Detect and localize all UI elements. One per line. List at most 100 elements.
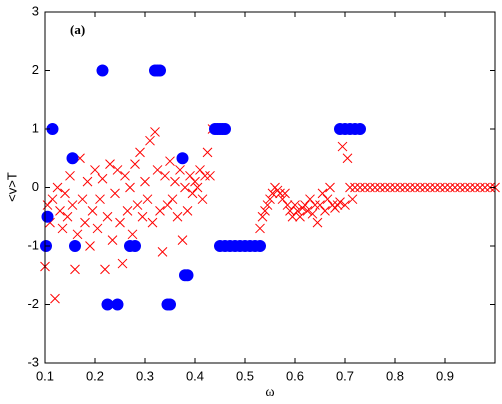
scatter-point (295, 211, 305, 222)
scatter-point (180, 182, 190, 193)
scatter-point (390, 182, 400, 193)
scatter-point (435, 182, 445, 193)
scatter-point (150, 127, 160, 137)
y-tick-label: -3 (27, 354, 39, 369)
scatter-point (187, 188, 198, 199)
scatter-point (170, 176, 180, 187)
scatter-point (120, 170, 130, 181)
scatter-point (185, 170, 195, 181)
scatter-point (307, 208, 318, 219)
scatter-point (122, 206, 133, 216)
scatter-point (97, 173, 108, 184)
scatter-point (420, 182, 430, 193)
scatter-point (176, 152, 189, 165)
scatter-point (290, 200, 300, 210)
scatter-point (335, 197, 345, 207)
scatter-point (287, 211, 298, 222)
scatter-point (254, 240, 266, 252)
scatter-point (400, 182, 410, 193)
scatter-point (162, 200, 173, 210)
scatter-point (140, 176, 150, 187)
x-tick-label: 0.1 (36, 368, 54, 383)
y-tick-label: 0 (32, 179, 39, 194)
x-tick-label: 0.6 (286, 368, 304, 383)
scatter-point (317, 188, 328, 199)
x-axis-label: ω (265, 385, 274, 400)
scatter-point (365, 182, 375, 193)
scatter-point (117, 258, 128, 269)
scatter-point (165, 156, 175, 167)
y-axis-label: <v>T (4, 172, 19, 202)
scatter-point (277, 194, 288, 205)
scatter-point (87, 206, 98, 216)
scatter-point (322, 194, 333, 205)
scatter-point (430, 182, 440, 193)
scatter-point (57, 223, 68, 234)
scatter-point (105, 159, 115, 169)
scatter-point (292, 206, 303, 216)
scatter-point (425, 182, 435, 193)
scatter-point (360, 182, 370, 193)
scatter-point (145, 135, 155, 146)
scatter-point (65, 170, 75, 181)
scatter-point (470, 182, 480, 193)
y-tick-label: 3 (32, 3, 39, 18)
scatter-point (182, 206, 193, 216)
scatter-point (132, 200, 143, 210)
x-tick-label: 0.3 (136, 368, 154, 383)
scatter-point (177, 235, 188, 246)
scatter-point (72, 229, 83, 240)
scatter-point (100, 264, 110, 275)
scatter-point (410, 182, 420, 193)
scatter-point (262, 200, 273, 210)
x-tick-label: 0.7 (336, 368, 354, 383)
scatter-point (480, 182, 490, 193)
x-tick-label: 0.2 (86, 368, 104, 383)
scatter-point (130, 159, 140, 169)
scatter-point (197, 194, 208, 205)
scatter-point (82, 176, 93, 187)
scatter-point (192, 182, 203, 193)
y-tick-label: 2 (32, 62, 39, 77)
scatter-point (370, 182, 380, 193)
scatter-point (345, 182, 355, 193)
scatter-point (164, 298, 176, 311)
scatter-point (312, 217, 323, 228)
scatter-point (137, 211, 148, 222)
scatter-point (115, 217, 125, 228)
scatter-point (155, 206, 165, 216)
scatter-point (90, 165, 100, 175)
scatter-point (46, 123, 59, 135)
annotation: (a) (70, 22, 85, 37)
y-tick-label: 1 (32, 120, 39, 135)
scatter-point (465, 182, 475, 193)
scatter-point (102, 211, 113, 222)
scatter-point (92, 223, 103, 234)
scatter-point (127, 229, 138, 240)
scatter-point (129, 240, 141, 252)
scatter-point (202, 147, 213, 158)
scatter-point (181, 269, 194, 282)
scatter-point (112, 165, 123, 175)
scatter-point (275, 188, 285, 199)
scatter-point (205, 170, 215, 181)
scatter-point (152, 165, 163, 175)
scatter-point (85, 241, 95, 251)
scatter-point (282, 200, 293, 210)
scatter-point (340, 200, 350, 210)
scatter-point (125, 182, 135, 193)
scatter-point (265, 194, 275, 205)
scatter-point (455, 182, 465, 193)
scatter-point (350, 182, 360, 193)
scatter-point (257, 211, 268, 222)
scatter-point (147, 217, 158, 228)
x-tick-label: 0.8 (386, 368, 404, 383)
scatter-point (315, 200, 325, 210)
scatter-point (70, 264, 80, 275)
scatter-point (395, 182, 405, 193)
x-tick-label: 0.5 (236, 368, 254, 383)
scatter-point (157, 246, 168, 257)
scatter-point (77, 194, 88, 205)
scatter-point (50, 293, 60, 304)
